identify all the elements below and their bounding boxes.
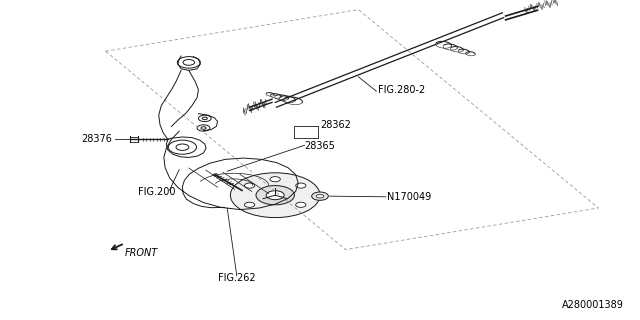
Circle shape bbox=[296, 202, 306, 207]
Circle shape bbox=[230, 173, 320, 218]
Circle shape bbox=[244, 183, 255, 188]
Circle shape bbox=[312, 192, 328, 200]
Circle shape bbox=[270, 177, 280, 182]
Text: 28362: 28362 bbox=[320, 120, 351, 130]
Circle shape bbox=[256, 186, 294, 205]
Text: FIG.280-2: FIG.280-2 bbox=[378, 84, 425, 95]
Text: A280001389: A280001389 bbox=[562, 300, 624, 310]
Text: FRONT: FRONT bbox=[125, 248, 158, 258]
Text: N170049: N170049 bbox=[387, 192, 431, 202]
Circle shape bbox=[296, 183, 306, 188]
Text: 28376: 28376 bbox=[81, 134, 112, 144]
Text: FIG.262: FIG.262 bbox=[218, 273, 255, 284]
Text: FIG.200: FIG.200 bbox=[138, 187, 175, 197]
Circle shape bbox=[244, 202, 255, 207]
Circle shape bbox=[266, 191, 284, 200]
Text: 28365: 28365 bbox=[304, 140, 335, 151]
